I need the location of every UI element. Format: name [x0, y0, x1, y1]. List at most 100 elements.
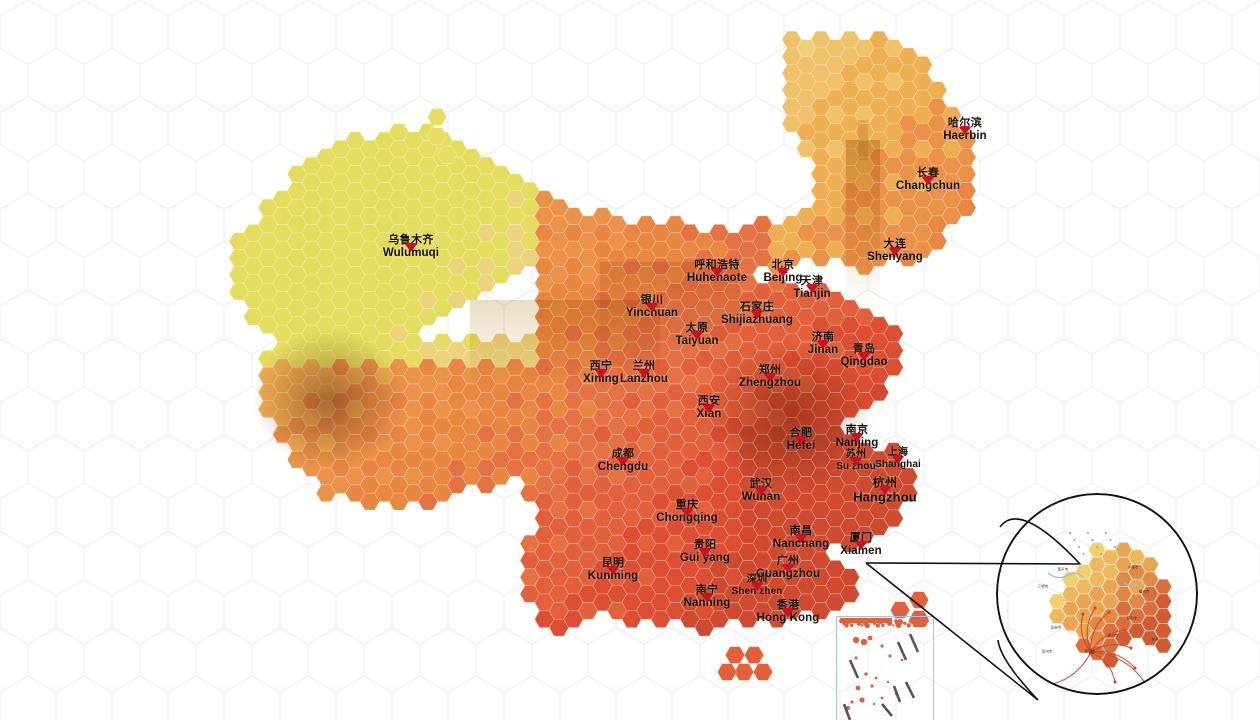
inset-city-label: 龙岩市: [1050, 625, 1062, 630]
city-marker-xiamen[interactable]: 厦门 Xiamen: [840, 531, 882, 558]
city-marker-beijing[interactable]: 北京 Beijing: [763, 259, 803, 285]
map-pin-icon: [645, 302, 658, 312]
city-label-en: Tianjin: [793, 287, 831, 300]
city-marker-xian[interactable]: 西安 Xian: [697, 395, 722, 421]
city-label-cn: 广州: [776, 554, 800, 567]
city-label-en: Beijing: [763, 271, 803, 284]
city-label-en: Wuhan: [741, 490, 781, 503]
city-label-cn: 贵阳: [693, 538, 717, 551]
map-pin-icon: [781, 607, 794, 617]
map-pin-icon: [795, 435, 807, 445]
city-marker-hangzhou[interactable]: 杭州 Hangzhou: [853, 477, 917, 504]
city-label-cn: 南宁: [695, 583, 719, 596]
map-pin-icon: [851, 432, 863, 442]
city-label-en: Chongqing: [656, 511, 718, 524]
city-label-en: Hefei: [786, 439, 816, 452]
map-pin-icon: [854, 540, 867, 550]
map-pin-icon: [700, 592, 713, 602]
city-label-en: Taiyuan: [675, 334, 719, 347]
map-pin-icon: [781, 563, 794, 573]
map-pin-icon: [607, 565, 619, 575]
map-pin-icon: [755, 486, 767, 496]
inset-city-label: 厦门市: [1084, 649, 1096, 654]
city-label-en: Wulumuqi: [382, 246, 440, 259]
city-label-cn: 济南: [811, 330, 835, 343]
city-marker-yinchuan[interactable]: 银川 Yinchuan: [625, 293, 679, 320]
map-pin-icon: [806, 283, 818, 293]
city-label-cn: 香港: [776, 598, 800, 611]
map-pin-icon: [795, 533, 807, 543]
city-marker-shenyang[interactable]: 大连 Shenyang: [867, 238, 923, 264]
city-marker-lanzhou[interactable]: 兰州 Lanzhou: [620, 359, 668, 386]
city-label-cn: 青岛: [852, 342, 876, 355]
city-marker-shen-zhen[interactable]: 深圳 Shen zhen: [732, 575, 783, 597]
city-marker-nanning[interactable]: 南宁 Nanning: [683, 583, 731, 610]
city-marker-hefei[interactable]: 合肥 Hefei: [786, 427, 816, 453]
city-marker-hong-kong[interactable]: 香港 Hong Kong: [757, 598, 820, 625]
city-marker-tianjin[interactable]: 天津 Tianjin: [793, 274, 831, 301]
city-label-cn: 银川: [640, 293, 664, 306]
city-label-en: Su zhou: [836, 461, 876, 472]
inset-city-label: 台湾: [1151, 637, 1159, 642]
inset-city-label: 南平市: [1057, 567, 1069, 572]
city-label-en: Shen zhen: [731, 586, 783, 597]
city-marker-huhehaote[interactable]: 呼和浩特 Huhehaote: [687, 258, 747, 285]
city-marker-zhengzhou[interactable]: 郑州 Zhengzhou: [739, 363, 801, 390]
map-pin-icon: [776, 267, 789, 277]
city-marker-jinan[interactable]: 济南 Jinan: [807, 330, 839, 357]
city-marker-wulumuqi[interactable]: 乌鲁木齐 Wulumuqi: [382, 233, 440, 260]
city-label-cn: 长春: [916, 166, 940, 179]
city-marker-changchun[interactable]: 长春 Changchun: [895, 166, 961, 193]
city-label-en: Yinchuan: [625, 306, 679, 319]
city-label-en: Chengdu: [597, 460, 649, 473]
map-pin-icon: [816, 339, 829, 349]
map-pin-icon: [751, 582, 763, 591]
city-marker-nanjing[interactable]: 南京 Nanjing: [836, 423, 879, 450]
city-label-cn: 重庆: [675, 498, 699, 511]
city-marker-shijiazhuang[interactable]: 石家庄 Shijiazhuang: [720, 301, 794, 327]
city-marker-haerbin[interactable]: 哈尔滨 Haerbin: [943, 116, 987, 143]
city-label-en: Changchun: [895, 179, 961, 192]
city-label-cn: 郑州: [758, 363, 782, 376]
city-marker-chongqing[interactable]: 重庆 Chongqing: [656, 498, 718, 525]
city-label-en: Nanchang: [772, 537, 830, 550]
south-china-sea-inset-box: [836, 616, 934, 720]
city-label-en: Jinan: [807, 343, 839, 356]
city-marker-qingdao[interactable]: 青岛 Qingdao: [840, 342, 888, 369]
city-label-en: Qingdao: [840, 355, 888, 368]
city-label-cn: 上海: [887, 447, 909, 458]
city-marker-xining[interactable]: 西宁 Xining: [583, 359, 619, 386]
city-marker-gui-yang[interactable]: 贵阳 Gui yang: [680, 538, 730, 565]
city-marker-shanghai[interactable]: 上海 Shanghai: [875, 448, 921, 470]
city-label-cn: 太原: [685, 321, 709, 334]
city-label-cn: 乌鲁木齐: [388, 233, 434, 246]
map-pin-icon: [858, 351, 870, 361]
city-label-cn: 西宁: [589, 359, 613, 372]
city-label-cn: 呼和浩特: [694, 258, 740, 271]
city-marker-kunming[interactable]: 昆明 Kunming: [588, 557, 639, 583]
inset-city-label: 泉州市: [1107, 633, 1119, 638]
inset-city-label: 三明市: [1037, 584, 1049, 589]
city-label-cn: 哈尔滨: [947, 116, 983, 129]
fujian-magnifier-inset[interactable]: 南平市 宁德市 三明市 福州市 莆田市 龙岩市 泉州市 漳州市 台湾 厦门市: [996, 493, 1198, 695]
city-marker-wuhan[interactable]: 武汉 Wuhan: [741, 478, 781, 504]
city-label-cn: 兰州: [632, 359, 656, 372]
city-marker-nanchang[interactable]: 南昌 Nanchang: [772, 525, 830, 551]
city-marker-guangzhou[interactable]: 广州 Guangzhou: [756, 554, 820, 581]
map-pin-icon: [764, 372, 776, 382]
city-label-en: Shijiazhuang: [720, 313, 794, 326]
city-marker-chengdu[interactable]: 成都 Chengdu: [597, 448, 649, 474]
city-marker-su-zhou[interactable]: 苏州 Su zhou: [836, 450, 876, 472]
map-pin-icon: [888, 246, 901, 256]
city-label-cn: 南京: [845, 423, 869, 436]
city-label-en: Haerbin: [943, 129, 987, 142]
map-pin-icon: [879, 485, 891, 495]
city-label-en: Xining: [583, 372, 619, 385]
city-marker-taiyuan[interactable]: 太原 Taiyuan: [675, 321, 719, 348]
city-label-cn: 天津: [800, 274, 824, 287]
city-label-en: Hangzhou: [853, 489, 917, 505]
city-label-en: Shanghai: [875, 459, 921, 470]
city-label-en: Nanning: [683, 596, 731, 609]
city-label-cn: 厦门: [849, 531, 873, 544]
